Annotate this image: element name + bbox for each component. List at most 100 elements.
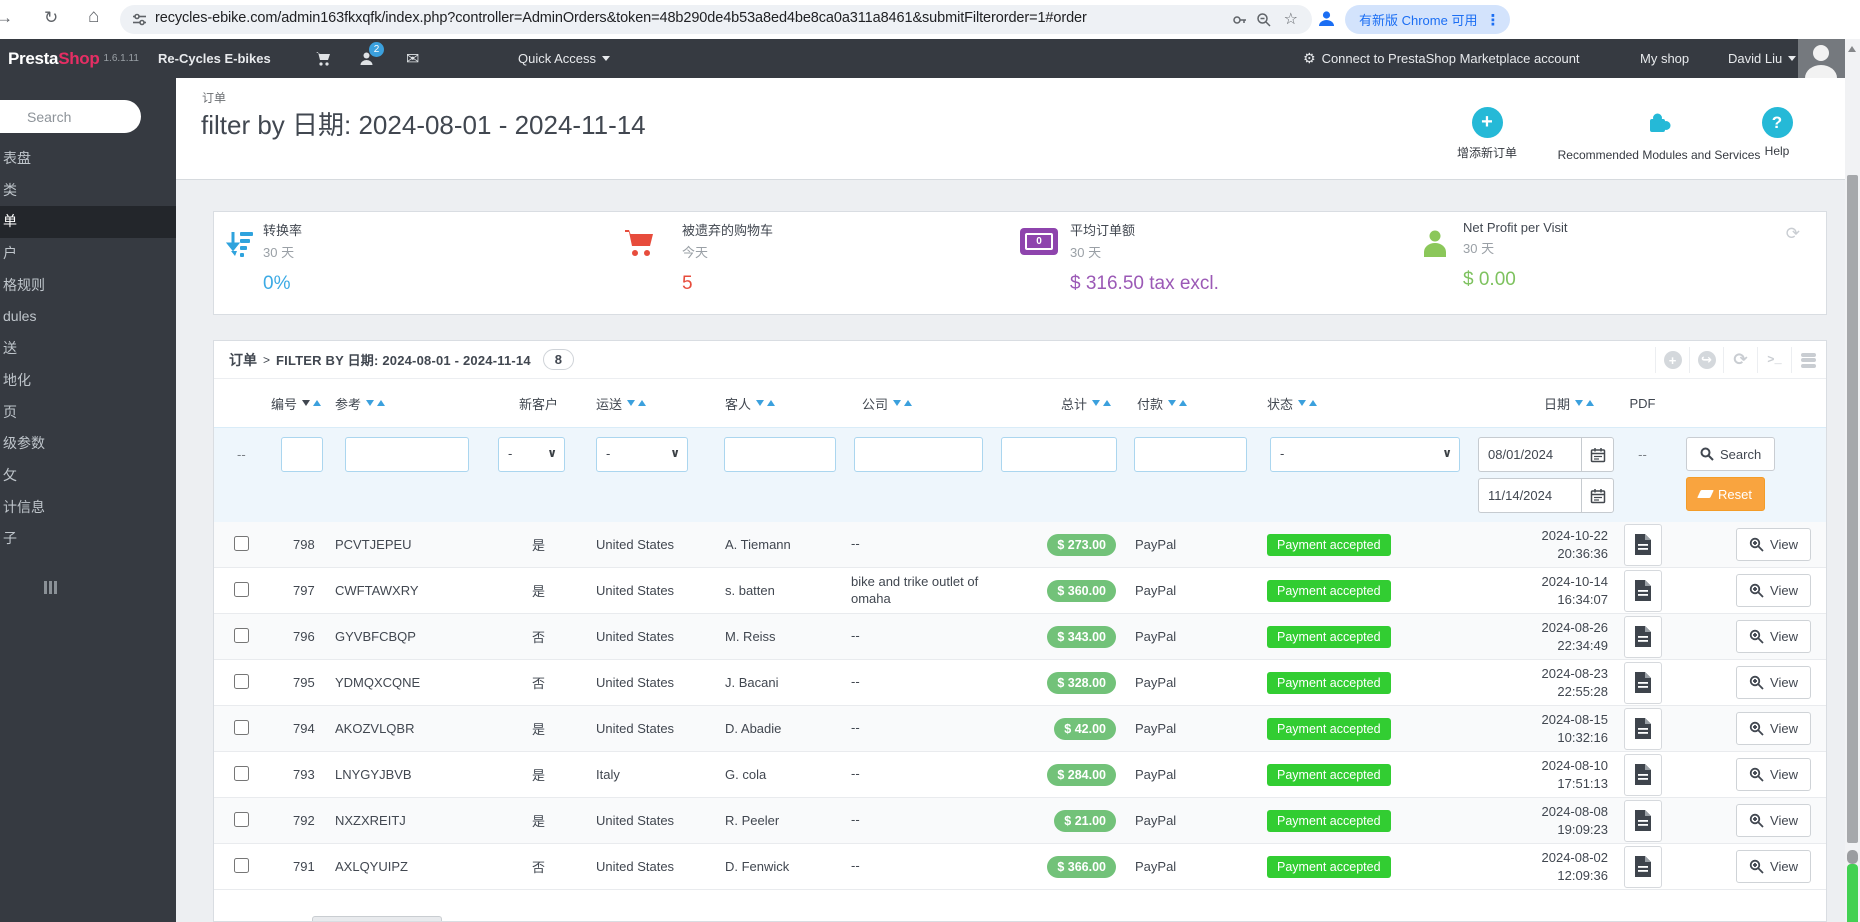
column-header-customer[interactable]: 客人 [711, 394, 846, 413]
password-key-icon[interactable] [1232, 12, 1248, 33]
quick-access-menu[interactable]: Quick Access [518, 39, 611, 78]
sidebar-item-shipping[interactable]: 送 [3, 340, 17, 357]
pdf-invoice-button[interactable] [1623, 799, 1662, 842]
filter-delivery-select[interactable]: - ∨ [596, 437, 688, 472]
filter-new-customer-select[interactable]: - ∨ [498, 437, 565, 472]
row-checkbox[interactable] [234, 535, 249, 551]
sidebar-item-catalog[interactable]: 类 [3, 181, 17, 198]
sort-asc-icon[interactable] [1179, 400, 1188, 406]
table-row[interactable]: 791 AXLQYUIPZ 否 United States D. Fenwick… [214, 844, 1826, 890]
vertical-scrollbar[interactable] [1845, 39, 1860, 922]
sort-asc-icon[interactable] [313, 400, 322, 406]
customers-notification-icon[interactable]: 2 [358, 39, 384, 78]
view-order-button[interactable]: View [1736, 620, 1811, 653]
address-bar[interactable]: recycles-ebike.com/admin163fkxqfk/index.… [120, 5, 1312, 34]
profile-icon[interactable] [1316, 8, 1337, 34]
column-header-reference[interactable]: 参考 [335, 394, 491, 413]
sort-desc-icon[interactable] [756, 400, 765, 406]
export-icon[interactable]: ↪ [1689, 347, 1723, 373]
pdf-invoice-button[interactable] [1623, 845, 1662, 888]
sort-asc-icon[interactable] [638, 400, 647, 406]
filter-reference-input[interactable] [345, 437, 469, 472]
table-row[interactable]: 795 YDMQXCQNE 否 United States J. Bacani … [214, 660, 1826, 706]
sort-desc-icon[interactable] [627, 400, 636, 406]
view-order-button[interactable]: View [1736, 758, 1811, 791]
date-from-input[interactable] [1478, 437, 1581, 472]
shop-name-link[interactable]: Re-Cycles E-bikes [158, 51, 271, 66]
sort-asc-icon[interactable] [1586, 400, 1594, 406]
sort-desc-icon[interactable] [302, 400, 311, 406]
help-button[interactable]: ? Help [1737, 107, 1817, 158]
view-order-button[interactable]: View [1736, 574, 1811, 607]
add-icon[interactable]: + [1655, 347, 1689, 373]
view-order-button[interactable]: View [1736, 850, 1811, 883]
scrollbar-thumb[interactable] [1847, 175, 1858, 843]
search-button[interactable]: Search [1686, 437, 1776, 471]
reset-button[interactable]: Reset [1686, 477, 1765, 511]
zoom-out-icon[interactable] [1256, 12, 1272, 33]
view-order-button[interactable]: View [1736, 528, 1811, 561]
recommended-modules-button[interactable]: Recommended Modules and Services [1544, 107, 1774, 162]
sort-desc-icon[interactable] [1298, 400, 1307, 406]
sidebar-item-orders[interactable]: 单 [0, 206, 176, 239]
date-to-input[interactable] [1478, 478, 1581, 513]
forward-icon[interactable]: → [0, 8, 13, 27]
sort-asc-icon[interactable] [377, 400, 386, 406]
table-row[interactable]: 794 AKOZVLQBR 是 United States D. Abadie … [214, 706, 1826, 752]
column-header-status[interactable]: 状态 [1259, 394, 1469, 413]
sidebar-item-price-rules[interactable]: 格规则 [3, 276, 45, 293]
reload-icon[interactable]: ↻ [44, 8, 59, 27]
cart-icon[interactable] [315, 39, 332, 78]
sort-desc-icon[interactable] [366, 400, 375, 406]
row-checkbox[interactable] [234, 581, 249, 597]
column-header-total[interactable]: 总计 [991, 394, 1123, 413]
messages-envelope-icon[interactable]: ✉ [406, 50, 420, 68]
row-checkbox[interactable] [234, 765, 249, 781]
sort-asc-icon[interactable] [767, 400, 776, 406]
sidebar-item-administration[interactable]: 攵 [3, 466, 17, 483]
sort-asc-icon[interactable] [1103, 400, 1111, 406]
column-header-delivery[interactable]: 运送 [586, 394, 711, 413]
row-checkbox[interactable] [234, 857, 249, 873]
row-checkbox[interactable] [234, 673, 249, 689]
sidebar-item-dashboard[interactable]: 表盘 [3, 150, 31, 166]
marketplace-link[interactable]: ⚙ Connect to PrestaShop Marketplace acco… [1303, 50, 1580, 66]
column-header-company[interactable]: 公司 [846, 394, 991, 413]
database-icon[interactable] [1791, 347, 1825, 373]
column-header-id[interactable]: 编号 [271, 394, 335, 413]
column-header-date[interactable]: 日期 [1469, 394, 1616, 413]
table-row[interactable]: 796 GYVBFCBQP 否 United States M. Reiss -… [214, 614, 1826, 660]
scrollbar-cap[interactable] [1847, 850, 1858, 864]
search-input[interactable] [0, 100, 141, 133]
sort-desc-icon[interactable] [893, 400, 902, 406]
filter-company-input[interactable] [854, 437, 983, 472]
calendar-button[interactable] [1581, 437, 1614, 472]
user-menu[interactable]: David Liu [1728, 39, 1797, 78]
bookmark-star-icon[interactable]: ☆ [1283, 11, 1298, 28]
sidebar-item-preferences[interactable]: 页 [3, 403, 17, 420]
sidebar-item-modules[interactable]: dules [3, 308, 37, 325]
filter-total-input[interactable] [1001, 437, 1117, 472]
collapse-menu-icon[interactable] [44, 581, 57, 594]
terminal-icon[interactable]: >_ [1757, 347, 1791, 373]
sidebar-item-stats[interactable]: 计信息 [3, 498, 45, 515]
avatar[interactable] [1798, 39, 1845, 78]
sort-asc-icon[interactable] [904, 400, 913, 406]
refresh-icon[interactable]: ⟳ [1785, 224, 1800, 243]
sort-desc-icon[interactable] [1575, 400, 1583, 406]
home-icon[interactable]: ⌂ [88, 6, 100, 27]
url-text[interactable]: recycles-ebike.com/admin163fkxqfk/index.… [155, 10, 1087, 26]
site-settings-tune-icon[interactable] [132, 12, 147, 32]
refresh-icon[interactable]: ⟳ [1723, 347, 1757, 373]
pdf-invoice-button[interactable] [1623, 753, 1662, 796]
filter-customer-input[interactable] [724, 437, 836, 472]
pdf-invoice-button[interactable] [1623, 569, 1662, 612]
chrome-update-chip[interactable]: 有新版 Chrome 可用 ⋮ [1345, 5, 1511, 34]
view-order-button[interactable]: View [1736, 804, 1811, 837]
row-checkbox[interactable] [234, 811, 249, 827]
table-row[interactable]: 797 CWFTAWXRY 是 United States s. batten … [214, 568, 1826, 614]
sidebar-item-extra[interactable]: 子 [3, 530, 17, 547]
view-order-button[interactable]: View [1736, 666, 1811, 699]
calendar-button[interactable] [1581, 478, 1614, 513]
pdf-invoice-button[interactable] [1623, 615, 1662, 658]
